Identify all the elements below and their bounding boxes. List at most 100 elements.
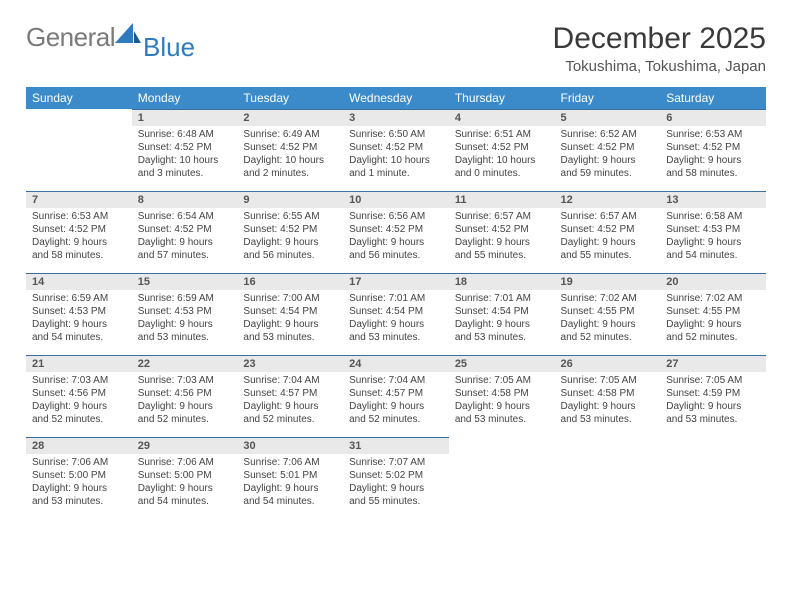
calendar-day-cell: 12Sunrise: 6:57 AMSunset: 4:52 PMDayligh… (555, 191, 661, 273)
daylight-text: Daylight: 9 hours and 58 minutes. (32, 236, 126, 262)
calendar-day-cell: 30Sunrise: 7:06 AMSunset: 5:01 PMDayligh… (237, 437, 343, 519)
daylight-text: Daylight: 9 hours and 53 minutes. (138, 318, 232, 344)
day-number: 7 (26, 191, 132, 208)
day-details: Sunrise: 7:00 AMSunset: 4:54 PMDaylight:… (237, 290, 343, 348)
weekday-header: Tuesday (237, 87, 343, 109)
day-number: 27 (660, 355, 766, 372)
sunrise-text: Sunrise: 6:55 AM (243, 210, 337, 223)
sunset-text: Sunset: 4:59 PM (666, 387, 760, 400)
daylight-text: Daylight: 9 hours and 58 minutes. (666, 154, 760, 180)
sunset-text: Sunset: 5:02 PM (349, 469, 443, 482)
sunrise-text: Sunrise: 7:05 AM (666, 374, 760, 387)
day-number: 10 (343, 191, 449, 208)
sunset-text: Sunset: 4:54 PM (243, 305, 337, 318)
sunrise-text: Sunrise: 7:06 AM (138, 456, 232, 469)
daylight-text: Daylight: 9 hours and 54 minutes. (243, 482, 337, 508)
day-number: 14 (26, 273, 132, 290)
sunset-text: Sunset: 5:00 PM (138, 469, 232, 482)
calendar-week-row: 1Sunrise: 6:48 AMSunset: 4:52 PMDaylight… (26, 109, 766, 191)
day-number: 30 (237, 437, 343, 454)
day-number: 3 (343, 109, 449, 126)
day-details: Sunrise: 6:55 AMSunset: 4:52 PMDaylight:… (237, 208, 343, 266)
sunrise-text: Sunrise: 7:04 AM (349, 374, 443, 387)
sunset-text: Sunset: 4:55 PM (666, 305, 760, 318)
sunset-text: Sunset: 4:53 PM (32, 305, 126, 318)
calendar-body: 1Sunrise: 6:48 AMSunset: 4:52 PMDaylight… (26, 109, 766, 519)
day-details: Sunrise: 6:57 AMSunset: 4:52 PMDaylight:… (555, 208, 661, 266)
day-number: 2 (237, 109, 343, 126)
calendar-day-cell: 14Sunrise: 6:59 AMSunset: 4:53 PMDayligh… (26, 273, 132, 355)
day-number: 6 (660, 109, 766, 126)
day-details: Sunrise: 6:48 AMSunset: 4:52 PMDaylight:… (132, 126, 238, 184)
day-number: 18 (449, 273, 555, 290)
day-details: Sunrise: 6:53 AMSunset: 4:52 PMDaylight:… (660, 126, 766, 184)
sunset-text: Sunset: 4:53 PM (666, 223, 760, 236)
day-number: 26 (555, 355, 661, 372)
day-details: Sunrise: 6:58 AMSunset: 4:53 PMDaylight:… (660, 208, 766, 266)
sunrise-text: Sunrise: 7:04 AM (243, 374, 337, 387)
calendar-day-cell: 3Sunrise: 6:50 AMSunset: 4:52 PMDaylight… (343, 109, 449, 191)
calendar-day-cell: 7Sunrise: 6:53 AMSunset: 4:52 PMDaylight… (26, 191, 132, 273)
sunrise-text: Sunrise: 6:50 AM (349, 128, 443, 141)
daylight-text: Daylight: 10 hours and 2 minutes. (243, 154, 337, 180)
daylight-text: Daylight: 9 hours and 59 minutes. (561, 154, 655, 180)
calendar-day-cell: 11Sunrise: 6:57 AMSunset: 4:52 PMDayligh… (449, 191, 555, 273)
header: General Blue December 2025 Tokushima, To… (26, 22, 766, 75)
calendar-day-cell (660, 437, 766, 519)
daylight-text: Daylight: 9 hours and 53 minutes. (455, 318, 549, 344)
day-details: Sunrise: 7:05 AMSunset: 4:58 PMDaylight:… (449, 372, 555, 430)
sunset-text: Sunset: 4:57 PM (349, 387, 443, 400)
day-number: 21 (26, 355, 132, 372)
daylight-text: Daylight: 9 hours and 52 minutes. (561, 318, 655, 344)
calendar-day-cell: 19Sunrise: 7:02 AMSunset: 4:55 PMDayligh… (555, 273, 661, 355)
day-details: Sunrise: 6:50 AMSunset: 4:52 PMDaylight:… (343, 126, 449, 184)
day-details: Sunrise: 6:53 AMSunset: 4:52 PMDaylight:… (26, 208, 132, 266)
sunset-text: Sunset: 4:52 PM (349, 223, 443, 236)
sunrise-text: Sunrise: 7:01 AM (455, 292, 549, 305)
weekday-header: Monday (132, 87, 238, 109)
day-details: Sunrise: 6:51 AMSunset: 4:52 PMDaylight:… (449, 126, 555, 184)
daylight-text: Daylight: 9 hours and 55 minutes. (561, 236, 655, 262)
sunrise-text: Sunrise: 7:02 AM (561, 292, 655, 305)
calendar-day-cell: 26Sunrise: 7:05 AMSunset: 4:58 PMDayligh… (555, 355, 661, 437)
logo-text-blue: Blue (143, 32, 195, 63)
daylight-text: Daylight: 9 hours and 53 minutes. (243, 318, 337, 344)
sunset-text: Sunset: 4:52 PM (349, 141, 443, 154)
sunset-text: Sunset: 5:00 PM (32, 469, 126, 482)
day-number: 19 (555, 273, 661, 290)
sunrise-text: Sunrise: 6:49 AM (243, 128, 337, 141)
day-details: Sunrise: 7:05 AMSunset: 4:59 PMDaylight:… (660, 372, 766, 430)
day-details: Sunrise: 6:52 AMSunset: 4:52 PMDaylight:… (555, 126, 661, 184)
calendar-day-cell: 6Sunrise: 6:53 AMSunset: 4:52 PMDaylight… (660, 109, 766, 191)
sunset-text: Sunset: 4:52 PM (243, 223, 337, 236)
sunrise-text: Sunrise: 7:05 AM (561, 374, 655, 387)
calendar-day-cell: 2Sunrise: 6:49 AMSunset: 4:52 PMDaylight… (237, 109, 343, 191)
daylight-text: Daylight: 9 hours and 52 minutes. (243, 400, 337, 426)
day-number: 4 (449, 109, 555, 126)
sunset-text: Sunset: 4:56 PM (32, 387, 126, 400)
calendar-day-cell: 24Sunrise: 7:04 AMSunset: 4:57 PMDayligh… (343, 355, 449, 437)
calendar-day-cell: 17Sunrise: 7:01 AMSunset: 4:54 PMDayligh… (343, 273, 449, 355)
day-details: Sunrise: 7:02 AMSunset: 4:55 PMDaylight:… (660, 290, 766, 348)
calendar-week-row: 14Sunrise: 6:59 AMSunset: 4:53 PMDayligh… (26, 273, 766, 355)
sunrise-text: Sunrise: 7:06 AM (243, 456, 337, 469)
day-number: 5 (555, 109, 661, 126)
calendar-day-cell: 31Sunrise: 7:07 AMSunset: 5:02 PMDayligh… (343, 437, 449, 519)
day-details: Sunrise: 7:05 AMSunset: 4:58 PMDaylight:… (555, 372, 661, 430)
calendar-week-row: 21Sunrise: 7:03 AMSunset: 4:56 PMDayligh… (26, 355, 766, 437)
calendar-day-cell: 27Sunrise: 7:05 AMSunset: 4:59 PMDayligh… (660, 355, 766, 437)
calendar-day-cell: 10Sunrise: 6:56 AMSunset: 4:52 PMDayligh… (343, 191, 449, 273)
daylight-text: Daylight: 9 hours and 52 minutes. (138, 400, 232, 426)
day-details: Sunrise: 7:01 AMSunset: 4:54 PMDaylight:… (343, 290, 449, 348)
sunset-text: Sunset: 4:58 PM (455, 387, 549, 400)
calendar-day-cell: 25Sunrise: 7:05 AMSunset: 4:58 PMDayligh… (449, 355, 555, 437)
calendar-day-cell: 1Sunrise: 6:48 AMSunset: 4:52 PMDaylight… (132, 109, 238, 191)
sunrise-text: Sunrise: 6:53 AM (32, 210, 126, 223)
daylight-text: Daylight: 9 hours and 54 minutes. (32, 318, 126, 344)
day-details: Sunrise: 7:04 AMSunset: 4:57 PMDaylight:… (343, 372, 449, 430)
day-number: 20 (660, 273, 766, 290)
day-number: 28 (26, 437, 132, 454)
location-text: Tokushima, Tokushima, Japan (553, 58, 766, 75)
day-number: 8 (132, 191, 238, 208)
sunset-text: Sunset: 4:54 PM (349, 305, 443, 318)
